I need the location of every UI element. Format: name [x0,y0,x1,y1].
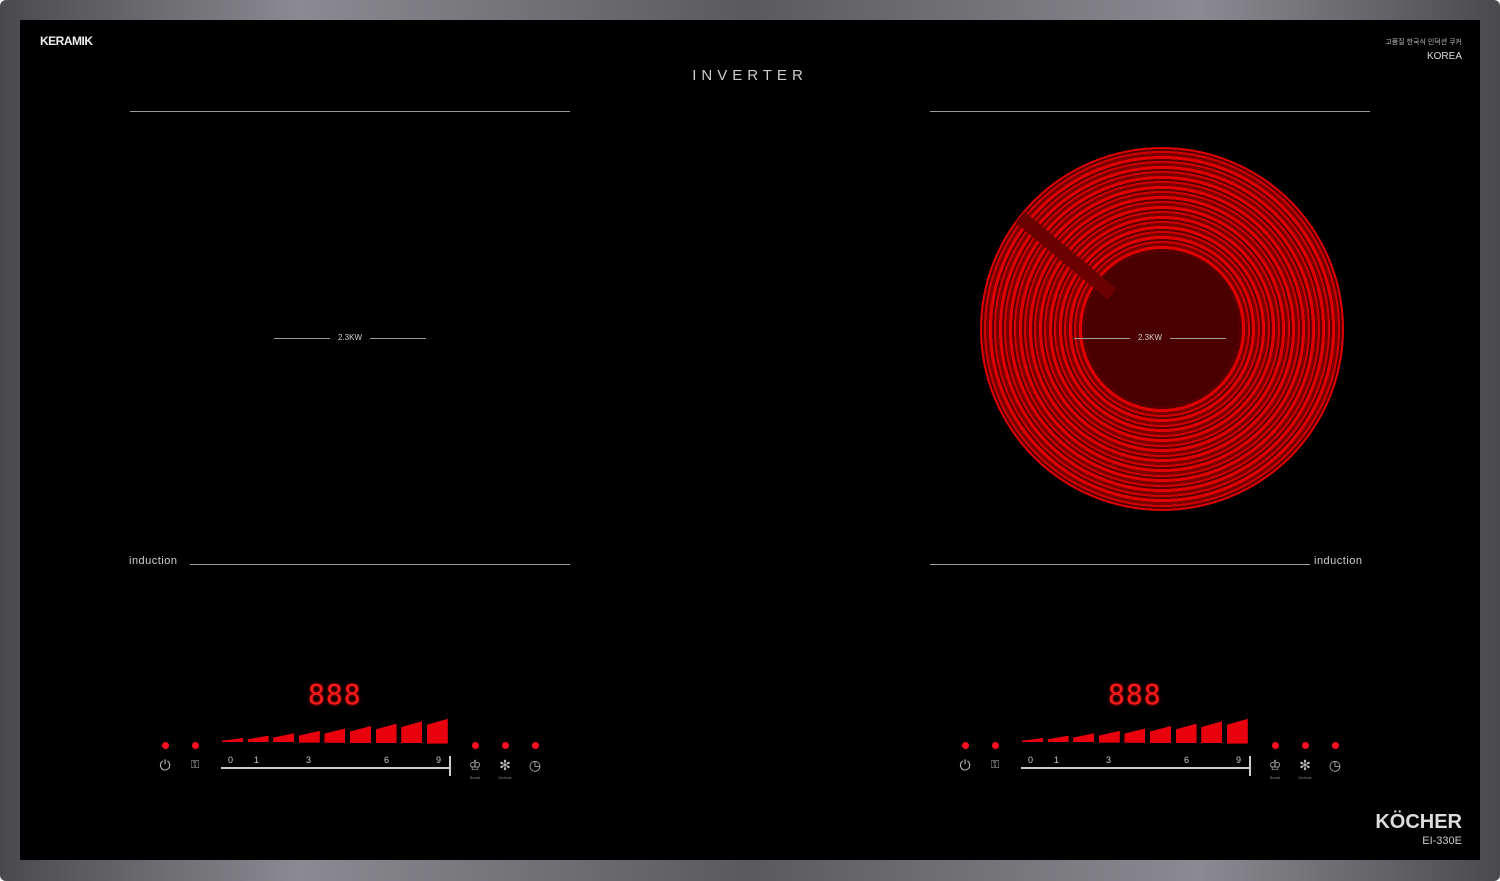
induction-label: induction [1314,555,1363,567]
model-label: EI-330E [1422,835,1462,847]
indicator-led [162,742,169,749]
keramik-logo: KERAMIK [40,34,93,48]
defrost-icon[interactable]: ✻ [499,758,511,772]
korean-tagline: 고품질 한국식 인덕션 쿠커 [1385,39,1462,46]
zone-bottom-line [930,564,1310,565]
slider-tick-9: 9 [436,755,442,765]
power-level-7[interactable] [1175,723,1197,744]
zone-bottom-line [190,564,570,565]
power-line-right [1170,338,1226,339]
kocher-logo: KÖCHER [1375,811,1462,833]
indicator-led [502,742,509,749]
indicator-led [962,742,969,749]
power-level-2[interactable] [1047,735,1069,743]
power-level-4[interactable] [298,730,320,743]
indicator-led [1332,742,1339,749]
slider-tick-0: 0 [228,755,234,765]
power-level-8[interactable] [1201,721,1223,744]
indicator-led [532,742,539,749]
slider-tick-6: 6 [384,755,390,765]
power-level-3[interactable] [273,733,295,743]
power-line-left [274,338,330,339]
power-level-9[interactable] [1226,718,1248,744]
power-level-4[interactable] [1098,730,1120,743]
slider-track[interactable] [1021,767,1250,769]
boost-label: Boost [469,775,481,780]
slider-tick-1: 1 [1054,755,1060,765]
slider-tick-3: 3 [1106,755,1112,765]
boost-icon[interactable]: ♔ [468,758,482,772]
indicator-led [992,742,999,749]
power-line-left [1074,338,1130,339]
power-level-6[interactable] [350,726,371,743]
power-level-3[interactable] [1073,733,1095,743]
slider-tick-9: 9 [1236,755,1242,765]
slider-tick-1: 1 [254,755,260,765]
heating-coil [980,147,1344,511]
defrost-icon[interactable]: ✻ [1299,758,1311,772]
inverter-title: INVERTER [692,67,808,84]
power-level-8[interactable] [401,721,423,744]
power-level-2[interactable] [247,735,269,743]
power-display: 888 [308,678,362,711]
indicator-led [1272,742,1279,749]
slider-end [1249,756,1251,776]
boost-icon[interactable]: ♔ [1268,758,1282,772]
defrost-label: Defrost [498,775,512,780]
timer-icon[interactable]: ◷ [528,758,542,772]
indicator-led [472,742,479,749]
power-level-1[interactable] [222,738,243,742]
slider-tick-0: 0 [1028,755,1034,765]
power-icon[interactable]: ⏻ [159,758,171,772]
slider-tick-6: 6 [1184,755,1190,765]
slider-end [449,756,451,776]
lock-icon[interactable]: ⚿ [190,759,200,771]
induction-label: induction [129,555,178,567]
power-level-7[interactable] [375,723,397,744]
lock-icon[interactable]: ⚿ [990,759,1000,771]
defrost-label: Defrost [1298,775,1312,780]
power-display: 888 [1108,678,1162,711]
country-label: KOREA [1426,51,1462,62]
timer-icon[interactable]: ◷ [1328,758,1342,772]
slider-track[interactable] [221,767,450,769]
power-level-1[interactable] [1022,738,1043,742]
indicator-led [1302,742,1309,749]
zone-top-line [130,111,570,112]
indicator-led [192,742,199,749]
power-level-6[interactable] [1150,726,1171,743]
zone-top-line [930,111,1370,112]
power-line-right [370,338,426,339]
power-label: 2.3KW [337,333,362,342]
power-level-9[interactable] [426,718,448,744]
power-icon[interactable]: ⏻ [959,758,971,772]
boost-label: Boost [1269,775,1281,780]
slider-tick-3: 3 [306,755,312,765]
power-label: 2.3KW [1137,333,1162,342]
